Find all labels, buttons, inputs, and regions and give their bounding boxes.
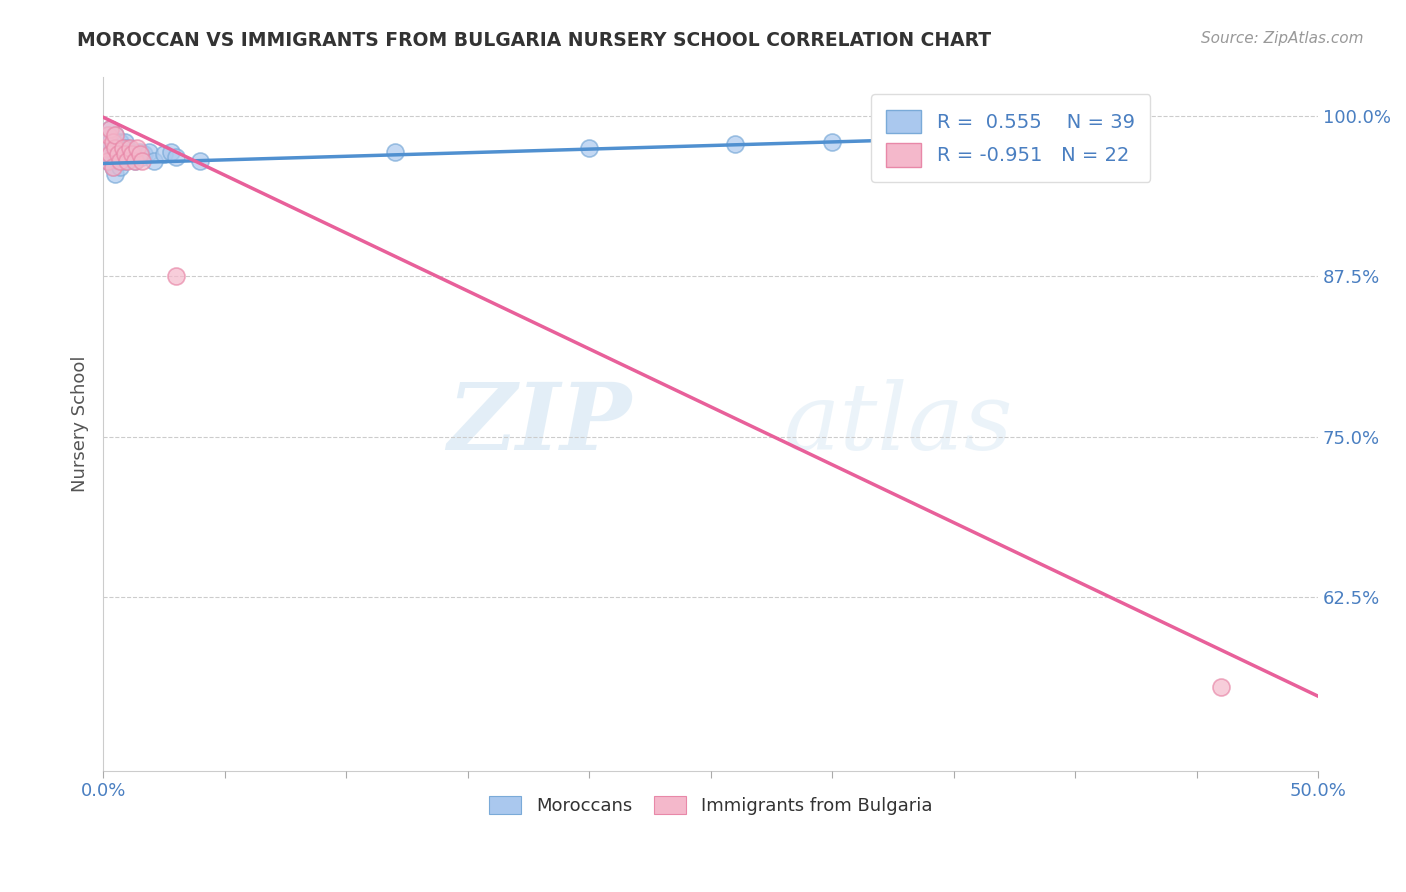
Point [578,141,600,155]
Point [97,153,120,168]
Point [94,141,117,155]
Point [101,161,124,175]
Point [124,153,146,168]
Point [101,135,124,149]
Point [124,153,146,168]
Point [111,147,134,161]
Point [108,161,131,175]
Point [165,269,187,284]
Point [100,147,122,161]
Point [111,141,134,155]
Point [97,153,120,168]
Point [114,147,136,161]
Point [108,135,131,149]
Point [104,128,127,143]
Point [131,150,153,164]
Point [101,141,124,155]
Point [104,141,127,155]
Y-axis label: Nursery School: Nursery School [72,356,89,492]
Point [114,153,136,168]
Point [104,128,127,143]
Point [118,141,141,155]
Point [101,161,124,175]
Point [100,135,122,149]
Point [107,141,129,155]
Text: MOROCCAN VS IMMIGRANTS FROM BULGARIA NURSERY SCHOOL CORRELATION CHART: MOROCCAN VS IMMIGRANTS FROM BULGARIA NUR… [77,31,991,50]
Point [107,147,129,161]
Point [821,135,844,149]
Point [384,145,406,159]
Point [127,147,149,161]
Point [160,145,183,159]
Point [117,141,139,155]
Point [724,137,747,152]
Point [127,141,149,155]
Point [117,147,139,161]
Point [118,150,141,164]
Point [128,147,150,161]
Point [121,145,143,159]
Point [114,135,136,149]
Point [128,145,150,159]
Text: ZIP: ZIP [447,379,631,469]
Point [117,153,139,168]
Point [100,147,122,161]
Point [100,121,122,136]
Text: atlas: atlas [783,379,1014,469]
Point [131,153,153,168]
Point [121,147,143,161]
Text: Source: ZipAtlas.com: Source: ZipAtlas.com [1201,31,1364,46]
Point [111,141,134,155]
Point [138,145,160,159]
Point [188,153,211,168]
Point [107,153,129,168]
Point [165,150,187,164]
Point [100,121,122,136]
Point [1209,680,1232,694]
Point [97,128,120,143]
Point [108,153,131,168]
Point [894,132,917,146]
Point [143,153,166,168]
Point [104,167,127,181]
Point [94,141,117,155]
Point [153,147,176,161]
Point [104,147,127,161]
Point [134,147,156,161]
Legend: Moroccans, Immigrants from Bulgaria: Moroccans, Immigrants from Bulgaria [479,787,941,824]
Point [97,128,120,143]
